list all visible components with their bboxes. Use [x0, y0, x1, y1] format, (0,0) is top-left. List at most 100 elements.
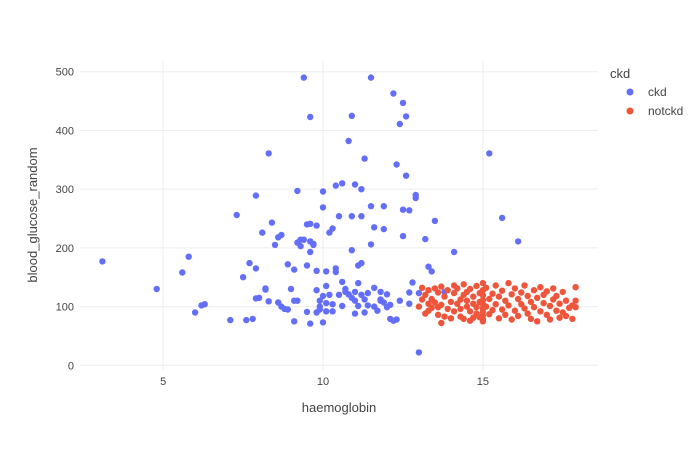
data-point-ckd[interactable] — [402, 172, 410, 179]
data-point-ckd[interactable] — [431, 217, 439, 225]
data-point-ckd[interactable] — [284, 306, 291, 313]
data-point-ckd[interactable] — [387, 301, 394, 308]
data-point-ckd[interactable] — [278, 231, 285, 239]
data-point-ckd[interactable] — [262, 286, 269, 293]
data-point-notckd[interactable] — [543, 311, 550, 318]
data-point-notckd[interactable] — [534, 294, 541, 301]
data-point-notckd[interactable] — [438, 319, 445, 327]
data-point-ckd[interactable] — [259, 229, 266, 236]
data-point-notckd[interactable] — [556, 314, 563, 321]
data-point-ckd[interactable] — [323, 308, 330, 315]
data-point-ckd[interactable] — [367, 241, 375, 248]
data-point-ckd[interactable] — [313, 267, 320, 274]
data-point-ckd[interactable] — [399, 206, 407, 213]
data-point-notckd[interactable] — [454, 285, 461, 292]
data-point-ckd[interactable] — [307, 320, 314, 327]
data-point-ckd[interactable] — [291, 318, 298, 325]
data-point-notckd[interactable] — [463, 303, 471, 310]
data-point-notckd[interactable] — [537, 284, 544, 291]
data-point-notckd[interactable] — [562, 312, 570, 320]
data-point-ckd[interactable] — [191, 309, 199, 316]
data-point-ckd[interactable] — [233, 211, 240, 219]
data-point-notckd[interactable] — [521, 305, 528, 312]
data-point-notckd[interactable] — [527, 315, 535, 323]
data-point-ckd[interactable] — [339, 180, 346, 187]
data-point-ckd[interactable] — [300, 74, 307, 81]
data-point-notckd[interactable] — [470, 293, 477, 300]
data-point-notckd[interactable] — [524, 310, 531, 317]
data-point-ckd[interactable] — [367, 74, 375, 81]
data-point-ckd[interactable] — [348, 112, 355, 120]
data-point-ckd[interactable] — [396, 120, 403, 128]
data-point-ckd[interactable] — [342, 285, 349, 293]
data-point-ckd[interactable] — [249, 315, 256, 323]
legend-item-ckd[interactable]: ckd — [626, 85, 667, 99]
data-point-notckd[interactable] — [559, 288, 566, 296]
data-point-notckd[interactable] — [441, 293, 448, 300]
data-point-ckd[interactable] — [383, 291, 391, 298]
data-point-notckd[interactable] — [434, 289, 442, 296]
data-point-ckd[interactable] — [239, 274, 247, 281]
data-point-notckd[interactable] — [572, 297, 579, 304]
data-point-notckd[interactable] — [495, 315, 503, 322]
data-point-ckd[interactable] — [313, 287, 320, 294]
data-point-notckd[interactable] — [546, 316, 554, 323]
data-point-ckd[interactable] — [380, 203, 387, 210]
data-point-ckd[interactable] — [316, 303, 323, 310]
data-point-ckd[interactable] — [498, 214, 506, 222]
data-point-ckd[interactable] — [390, 90, 397, 97]
data-point-notckd[interactable] — [562, 297, 570, 304]
data-point-notckd[interactable] — [473, 282, 480, 290]
data-point-ckd[interactable] — [406, 300, 413, 307]
data-point-ckd[interactable] — [422, 235, 429, 243]
data-point-ckd[interactable] — [185, 253, 192, 260]
legend-item-notckd[interactable]: notckd — [626, 104, 684, 118]
data-point-ckd[interactable] — [265, 298, 272, 305]
data-point-ckd[interactable] — [275, 299, 282, 306]
data-point-notckd[interactable] — [553, 292, 560, 300]
data-point-ckd[interactable] — [316, 297, 323, 304]
data-point-notckd[interactable] — [463, 297, 471, 304]
data-point-ckd[interactable] — [307, 220, 314, 227]
data-point-ckd[interactable] — [364, 289, 371, 297]
data-point-notckd[interactable] — [489, 290, 496, 297]
data-point-notckd[interactable] — [530, 287, 538, 294]
data-point-ckd[interactable] — [319, 319, 327, 326]
data-point-notckd[interactable] — [524, 292, 531, 300]
data-point-notckd[interactable] — [457, 305, 464, 313]
data-point-ckd[interactable] — [486, 150, 493, 157]
data-point-ckd[interactable] — [307, 248, 314, 256]
data-point-ckd[interactable] — [335, 291, 343, 298]
data-point-notckd[interactable] — [492, 282, 499, 289]
data-point-notckd[interactable] — [569, 315, 576, 323]
data-point-notckd[interactable] — [418, 284, 426, 291]
data-point-ckd[interactable] — [361, 309, 368, 316]
data-point-ckd[interactable] — [329, 301, 336, 308]
data-point-notckd[interactable] — [556, 300, 563, 307]
data-point-ckd[interactable] — [380, 299, 387, 306]
data-point-ckd[interactable] — [377, 288, 384, 296]
data-point-notckd[interactable] — [460, 281, 467, 288]
data-point-ckd[interactable] — [351, 310, 359, 317]
data-point-ckd[interactable] — [310, 241, 317, 249]
data-point-notckd[interactable] — [441, 313, 448, 320]
data-point-notckd[interactable] — [450, 289, 458, 297]
data-point-ckd[interactable] — [355, 279, 362, 287]
data-point-ckd[interactable] — [514, 238, 522, 245]
data-point-ckd[interactable] — [399, 99, 407, 107]
data-point-notckd[interactable] — [572, 284, 579, 291]
data-point-ckd[interactable] — [355, 302, 362, 310]
data-point-notckd[interactable] — [438, 283, 445, 290]
data-point-notckd[interactable] — [546, 302, 554, 310]
data-point-notckd[interactable] — [572, 304, 579, 311]
data-point-ckd[interactable] — [294, 297, 301, 304]
data-point-notckd[interactable] — [422, 291, 429, 298]
data-point-ckd[interactable] — [374, 307, 381, 314]
data-point-ckd[interactable] — [319, 204, 327, 211]
data-point-ckd[interactable] — [227, 316, 234, 324]
data-point-notckd[interactable] — [508, 316, 515, 323]
data-point-notckd[interactable] — [514, 295, 522, 303]
data-point-notckd[interactable] — [457, 296, 464, 303]
data-point-notckd[interactable] — [537, 308, 544, 315]
data-point-notckd[interactable] — [498, 306, 506, 313]
